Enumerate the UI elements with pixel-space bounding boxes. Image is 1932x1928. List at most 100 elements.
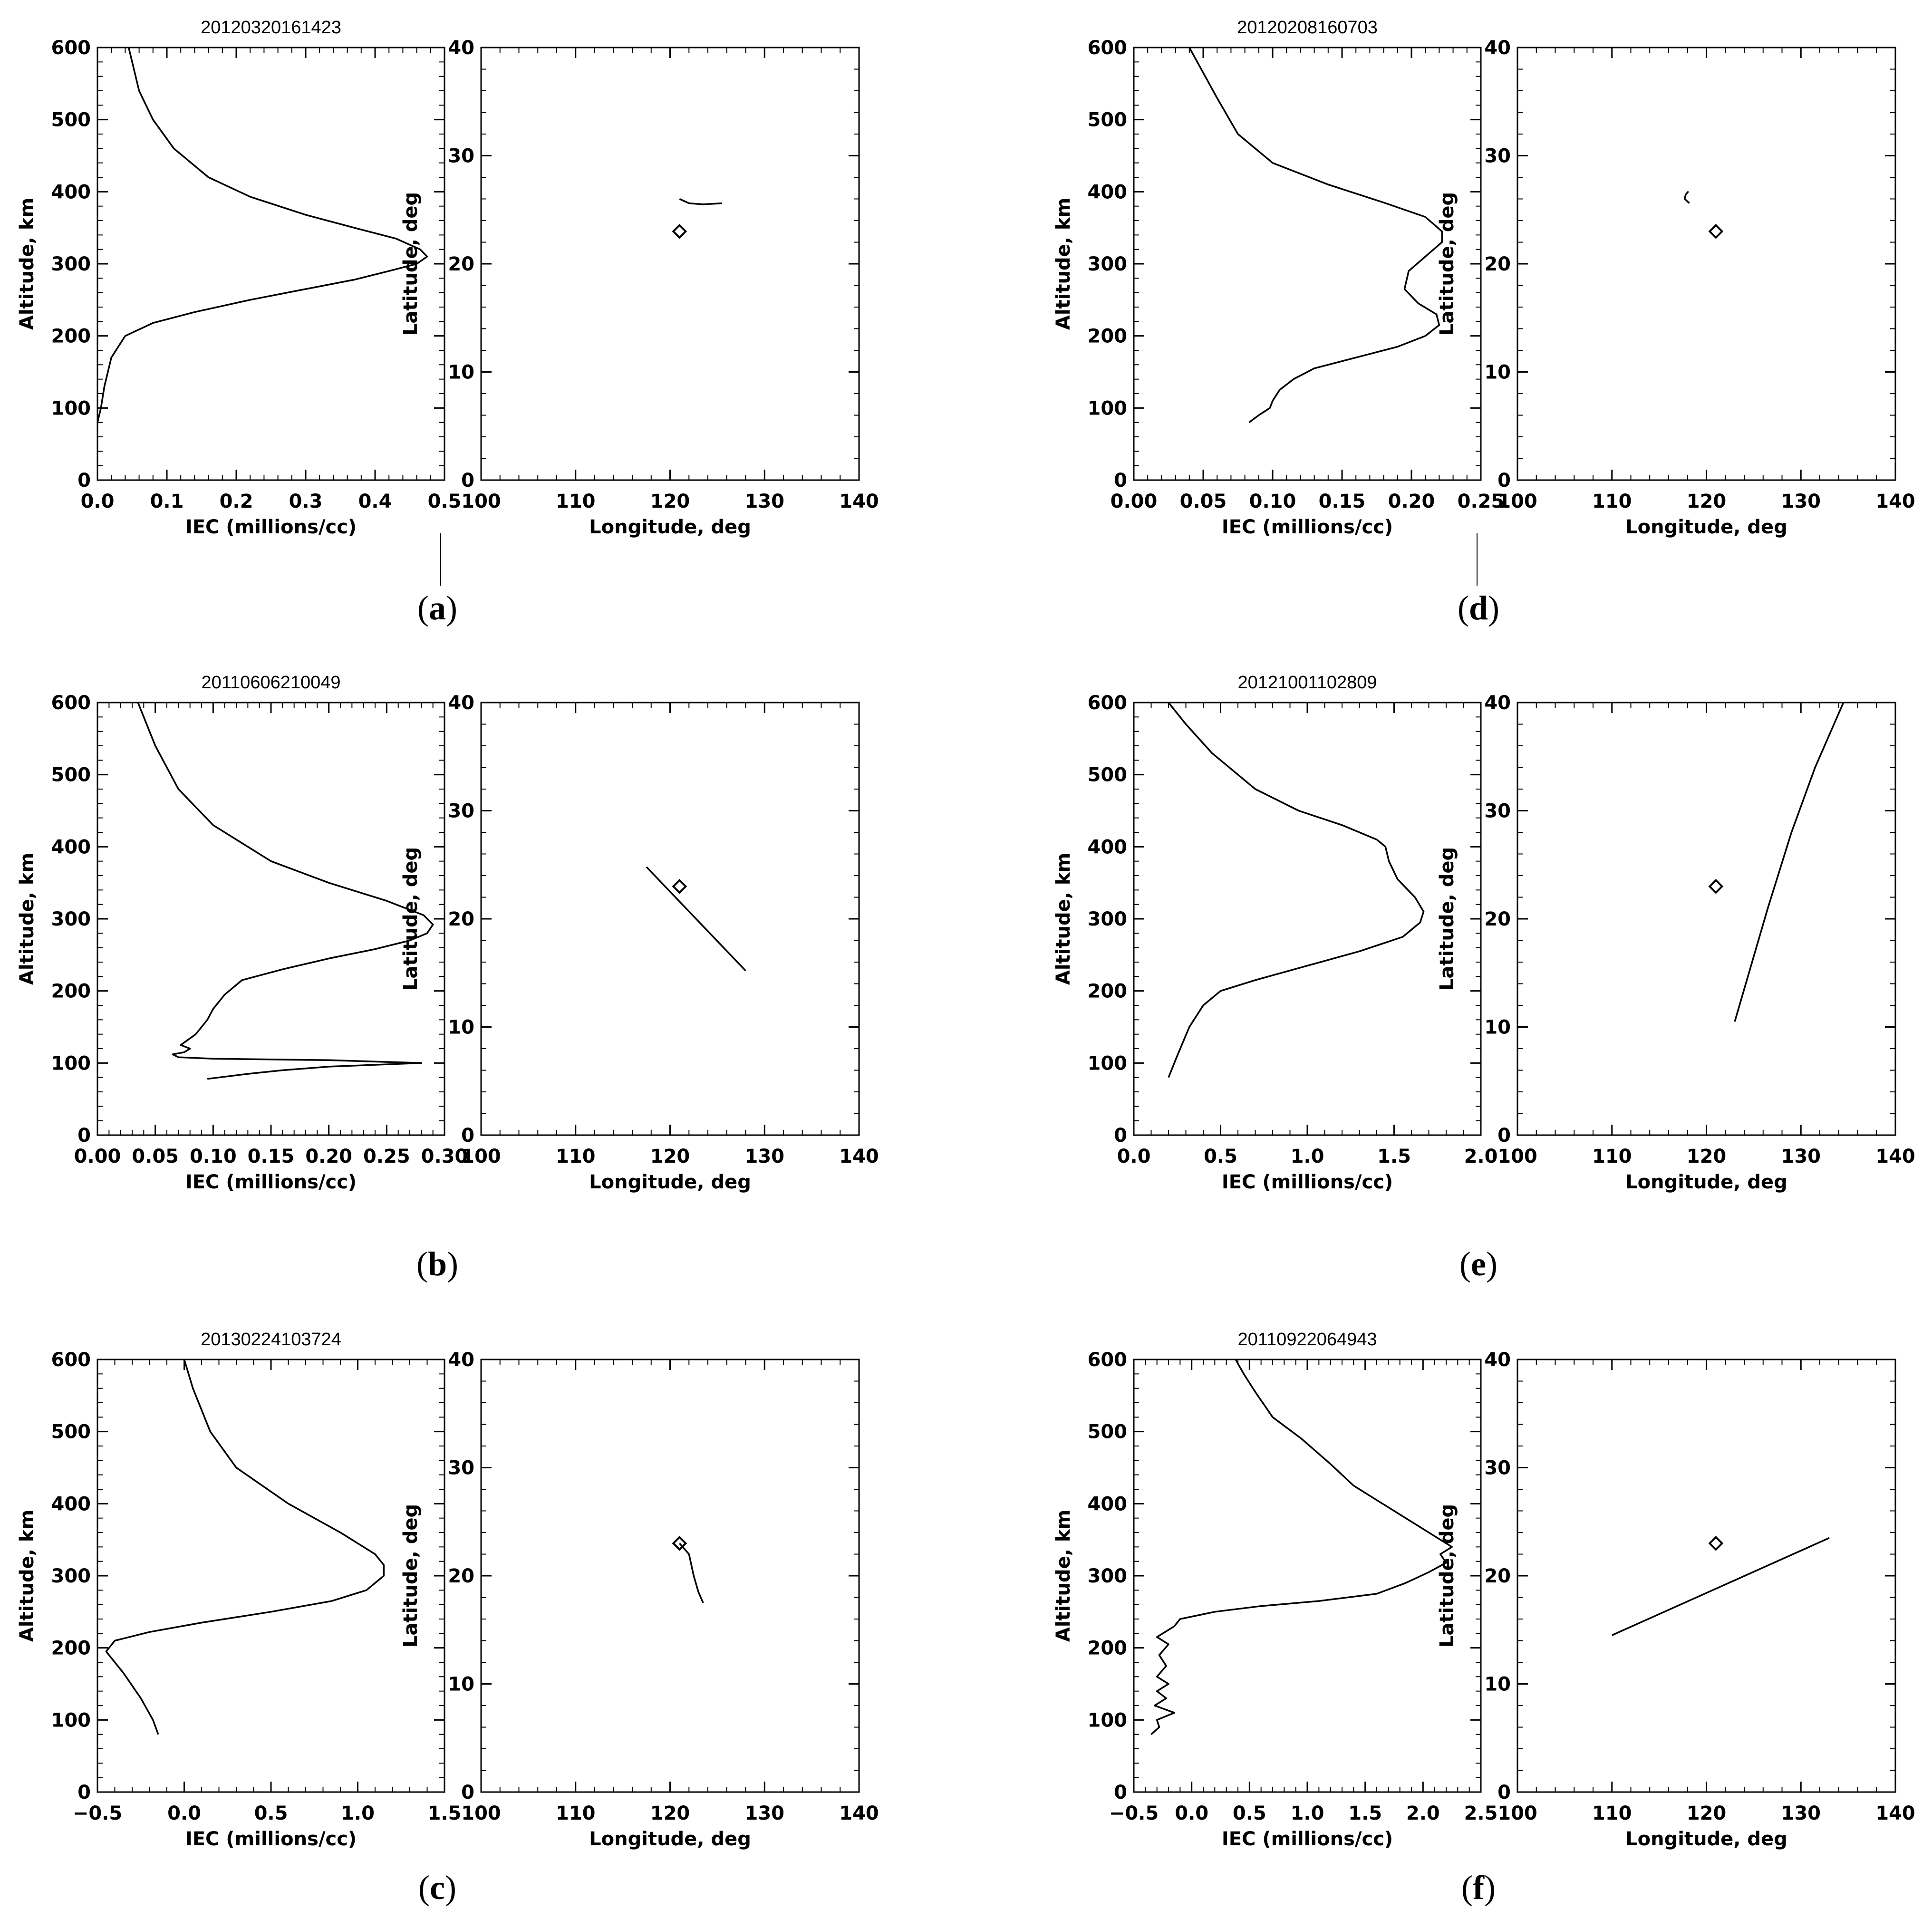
x-tick-label: 0.25 [363, 1146, 410, 1167]
y-tick-label: 100 [51, 397, 91, 419]
x-tick-label: 0.0 [1175, 1803, 1208, 1824]
x-tick-label: 120 [650, 1146, 690, 1167]
x-axis-label: IEC (millions/cc) [185, 1171, 357, 1193]
x-tick-label: 1.0 [1291, 1146, 1324, 1167]
x-tick-label: 110 [1592, 491, 1632, 512]
y-tick-label: 400 [1088, 181, 1128, 203]
x-tick-label: 110 [556, 1146, 596, 1167]
y-tick-label: 0 [77, 1782, 91, 1803]
y-tick-label: 500 [51, 109, 91, 131]
x-axis-label: IEC (millions/cc) [1222, 1171, 1393, 1193]
y-tick-label: 600 [51, 37, 91, 59]
y-axis-label: Altitude, km [1053, 853, 1074, 985]
x-tick-label: 0.25 [1458, 491, 1505, 512]
x-tick-label: 100 [1497, 1803, 1537, 1824]
y-tick-label: 40 [448, 692, 474, 714]
x-tick-label: 0.15 [248, 1146, 295, 1167]
x-tick-label: 0.5 [428, 491, 462, 512]
profile-frame [1133, 47, 1482, 481]
track-frame [1517, 1359, 1896, 1793]
x-tick-label: 110 [1592, 1146, 1632, 1167]
y-tick-label: 0 [1114, 470, 1127, 492]
y-tick-label: 300 [51, 253, 91, 275]
y-tick-label: 300 [51, 908, 91, 930]
iec-profile-line [97, 47, 428, 423]
y-tick-label: 0 [1114, 1125, 1127, 1147]
y-tick-label: 10 [448, 1017, 474, 1039]
x-tick-label: 130 [1781, 491, 1821, 512]
panel-title: 20110606210049 [201, 673, 340, 693]
x-axis-label: Longitude, deg [589, 516, 751, 538]
x-axis-label: Longitude, deg [589, 1171, 751, 1193]
station-diamond-marker [672, 878, 687, 894]
y-tick-label: 300 [51, 1565, 91, 1587]
track-frame [480, 47, 860, 481]
y-tick-label: 100 [1088, 397, 1128, 419]
x-tick-label: 0.1 [150, 491, 184, 512]
tangent-point-track [679, 198, 722, 205]
x-tick-label: 120 [650, 491, 690, 512]
x-tick-label: 2.0 [1464, 1146, 1498, 1167]
panel-letter: d [1469, 589, 1488, 627]
x-tick-label: 130 [745, 1146, 785, 1167]
track-frame [480, 702, 860, 1136]
x-tick-label: 1.0 [341, 1803, 375, 1824]
panel-label: (a) [417, 589, 457, 627]
x-tick-label: 2.0 [1406, 1803, 1440, 1824]
x-axis-label: Longitude, deg [1625, 1171, 1787, 1193]
station-diamond-marker [1708, 223, 1724, 239]
y-axis-label: Latitude, deg [400, 847, 422, 991]
y-tick-label: 30 [1484, 145, 1511, 167]
x-tick-label: 140 [1875, 1146, 1915, 1167]
x-tick-label: 0.20 [305, 1146, 352, 1167]
panel-letter: a [429, 589, 446, 627]
panel-letter: b [428, 1245, 447, 1283]
station-diamond-marker [1708, 878, 1724, 894]
y-tick-label: 200 [51, 1638, 91, 1659]
x-axis-label: IEC (millions/cc) [1222, 1828, 1393, 1850]
x-tick-label: 0.5 [254, 1803, 288, 1824]
y-tick-label: 20 [1484, 253, 1511, 275]
panel-title: 20130224103724 [201, 1330, 341, 1350]
x-tick-label: 120 [650, 1803, 690, 1824]
panel-letter: e [1471, 1245, 1486, 1283]
y-axis-label: Latitude, deg [1436, 1504, 1458, 1648]
y-tick-label: 30 [448, 145, 474, 167]
y-tick-label: 0 [1114, 1782, 1127, 1803]
x-tick-label: 0.10 [190, 1146, 237, 1167]
y-tick-label: 200 [1088, 1638, 1128, 1659]
x-tick-label: 1.5 [428, 1803, 462, 1824]
iec-profile-line [137, 702, 434, 1080]
x-tick-label: 140 [1875, 491, 1915, 512]
station-diamond-marker [672, 1535, 687, 1551]
y-tick-label: 500 [1088, 109, 1128, 131]
y-tick-label: 600 [51, 692, 91, 714]
y-axis-label: Altitude, km [1053, 1510, 1074, 1642]
x-axis-label: Longitude, deg [1625, 1828, 1787, 1850]
x-tick-label: 0.05 [132, 1146, 179, 1167]
x-tick-label: 1.5 [1348, 1803, 1382, 1824]
y-tick-label: 20 [448, 908, 474, 930]
y-tick-label: 20 [1484, 908, 1511, 930]
panel-label: (c) [418, 1869, 456, 1907]
x-tick-label: 0.05 [1180, 491, 1227, 512]
y-tick-label: 200 [1088, 981, 1128, 1003]
x-tick-label: 130 [1781, 1146, 1821, 1167]
panel-title: 20121001102809 [1237, 673, 1377, 693]
panel-label: (d) [1458, 589, 1499, 627]
x-tick-label: 0.20 [1388, 491, 1435, 512]
y-tick-label: 0 [461, 1782, 474, 1803]
panel-title: 20110922064943 [1237, 1330, 1377, 1350]
y-tick-label: 40 [448, 37, 474, 59]
y-tick-label: 20 [448, 253, 474, 275]
x-tick-label: 0.30 [421, 1146, 468, 1167]
x-tick-label: 100 [1497, 491, 1537, 512]
x-tick-label: 0.2 [220, 491, 253, 512]
x-tick-label: 0.5 [1204, 1146, 1237, 1167]
x-tick-label: 0.5 [1233, 1803, 1266, 1824]
y-tick-label: 600 [51, 1349, 91, 1371]
x-tick-label: 140 [839, 1803, 879, 1824]
tangent-point-track [1612, 1537, 1830, 1636]
x-tick-label: 0.00 [1111, 491, 1158, 512]
